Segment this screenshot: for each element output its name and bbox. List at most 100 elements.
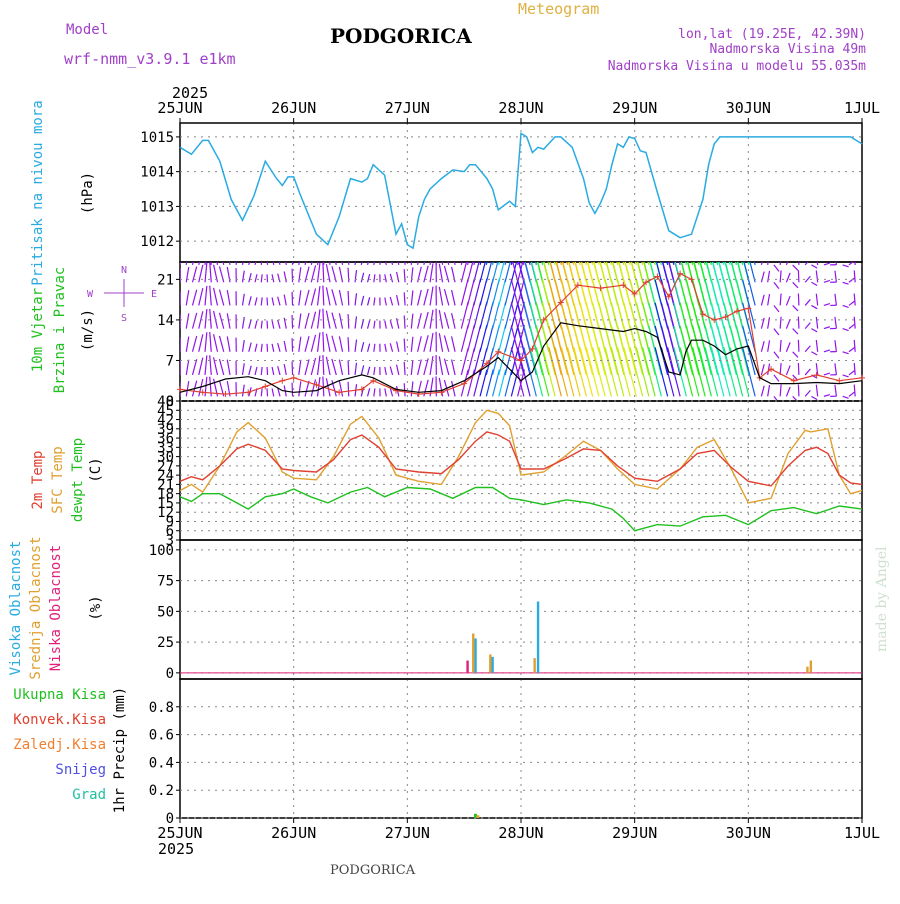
wind-barb [736, 347, 748, 396]
wind-barb [219, 290, 223, 306]
wind-barb [630, 326, 642, 375]
wind-barb [630, 347, 642, 396]
wind-barb [390, 320, 392, 328]
wind-barb [774, 282, 779, 288]
wind-barb [374, 344, 375, 352]
wind-barb [227, 267, 230, 282]
wind-barb [805, 390, 810, 396]
wind-barb [355, 253, 356, 265]
cloud-bar [537, 602, 539, 673]
wind-barb [444, 289, 448, 305]
wind-barb [355, 293, 356, 305]
wind-barb [219, 336, 223, 352]
wind-barb [411, 267, 413, 282]
wind-barb [743, 233, 755, 282]
wind-barb [505, 238, 512, 265]
wind-barb [493, 325, 500, 352]
x-tick-bottom: 1JUL [844, 824, 880, 842]
wind-barb [243, 363, 245, 375]
wind-barb [786, 319, 790, 328]
wind-barb [793, 329, 798, 335]
wind-barb [611, 216, 623, 265]
wind-barb [636, 347, 648, 396]
wind-barb [339, 360, 342, 375]
wind-barb [368, 388, 370, 396]
wind-barb [705, 216, 717, 265]
wind-barb [323, 262, 324, 282]
wind-barb [611, 347, 623, 396]
wind-barb [385, 321, 386, 329]
wind-barb [249, 296, 251, 305]
wind-barb [374, 257, 375, 265]
y-tick-label: 50 [157, 604, 174, 620]
wind-barb [493, 279, 500, 306]
wind-barb [474, 302, 481, 329]
wind-barb [568, 216, 580, 265]
wind-barb [468, 325, 475, 352]
wind-barb [605, 347, 617, 396]
cloud-bar [491, 657, 493, 673]
wind-barb [186, 267, 189, 282]
wind-barb [397, 255, 399, 265]
wind-barb [272, 297, 274, 305]
precip-legend-4: Snijeg [55, 762, 106, 778]
cloud-axis-label-2: Srednja Oblacnost [28, 536, 44, 679]
wind-barb [549, 216, 561, 265]
wind-barb [439, 310, 442, 328]
y-tick-label: 0.6 [149, 728, 174, 744]
wind-barb [686, 216, 698, 265]
wind-barb [385, 257, 386, 265]
wind-barb [574, 347, 586, 396]
wind-barb [493, 238, 500, 265]
wind-units-label: (m/s) [80, 309, 96, 351]
wind-barb [227, 290, 230, 305]
elevation-label: Nadmorska Visina 49m [709, 42, 866, 57]
gust-marker [598, 285, 604, 291]
lonlat-label: lon,lat (19.25E, 42.39N) [678, 27, 866, 42]
wind-barb [661, 216, 673, 265]
wind-barb [318, 377, 320, 396]
footer-station: PODGORICA [330, 863, 416, 878]
wind-barb [439, 287, 442, 305]
wind-barb [323, 309, 324, 329]
wind-barb [418, 359, 422, 374]
wind-barb [323, 286, 324, 306]
wind-barb [255, 274, 257, 282]
wind-barb [780, 317, 781, 329]
wind-barb [439, 356, 442, 374]
cloud-bar [806, 667, 808, 673]
wind-barb [680, 216, 692, 265]
wind-barb [311, 289, 315, 306]
wind-barb [605, 216, 617, 265]
wind-barb [368, 320, 370, 328]
x-tick-bottom: 29JUN [612, 824, 657, 842]
x-tick-bottom: 25JUN [157, 824, 202, 842]
wind-barb [699, 326, 711, 375]
wind-barb [468, 256, 475, 283]
wind-barb [786, 255, 790, 264]
wind-barb [474, 279, 481, 306]
wind-barb [824, 327, 830, 329]
model-label: Model [66, 22, 108, 38]
wind-barb [854, 363, 855, 375]
wind-barb [243, 271, 245, 283]
wind-barb [768, 385, 770, 396]
wind-barb [643, 216, 655, 265]
wind-barb [404, 269, 405, 282]
wind-barb [580, 326, 592, 375]
wind-barb [444, 312, 448, 328]
wind-barb [849, 301, 855, 305]
wind-barb [536, 216, 548, 265]
wind-barb [718, 216, 730, 265]
wind-barb [549, 326, 561, 375]
y-tick-label: 1014 [140, 165, 174, 181]
wind-barb [385, 298, 386, 306]
wind-barb [444, 359, 448, 375]
wind-barb [210, 332, 212, 352]
wind-barb [811, 305, 817, 308]
wind-barb [193, 267, 197, 283]
x-tick-bottom: 28JUN [498, 824, 543, 842]
wind-barb [430, 333, 433, 352]
wind-barb [835, 294, 836, 306]
